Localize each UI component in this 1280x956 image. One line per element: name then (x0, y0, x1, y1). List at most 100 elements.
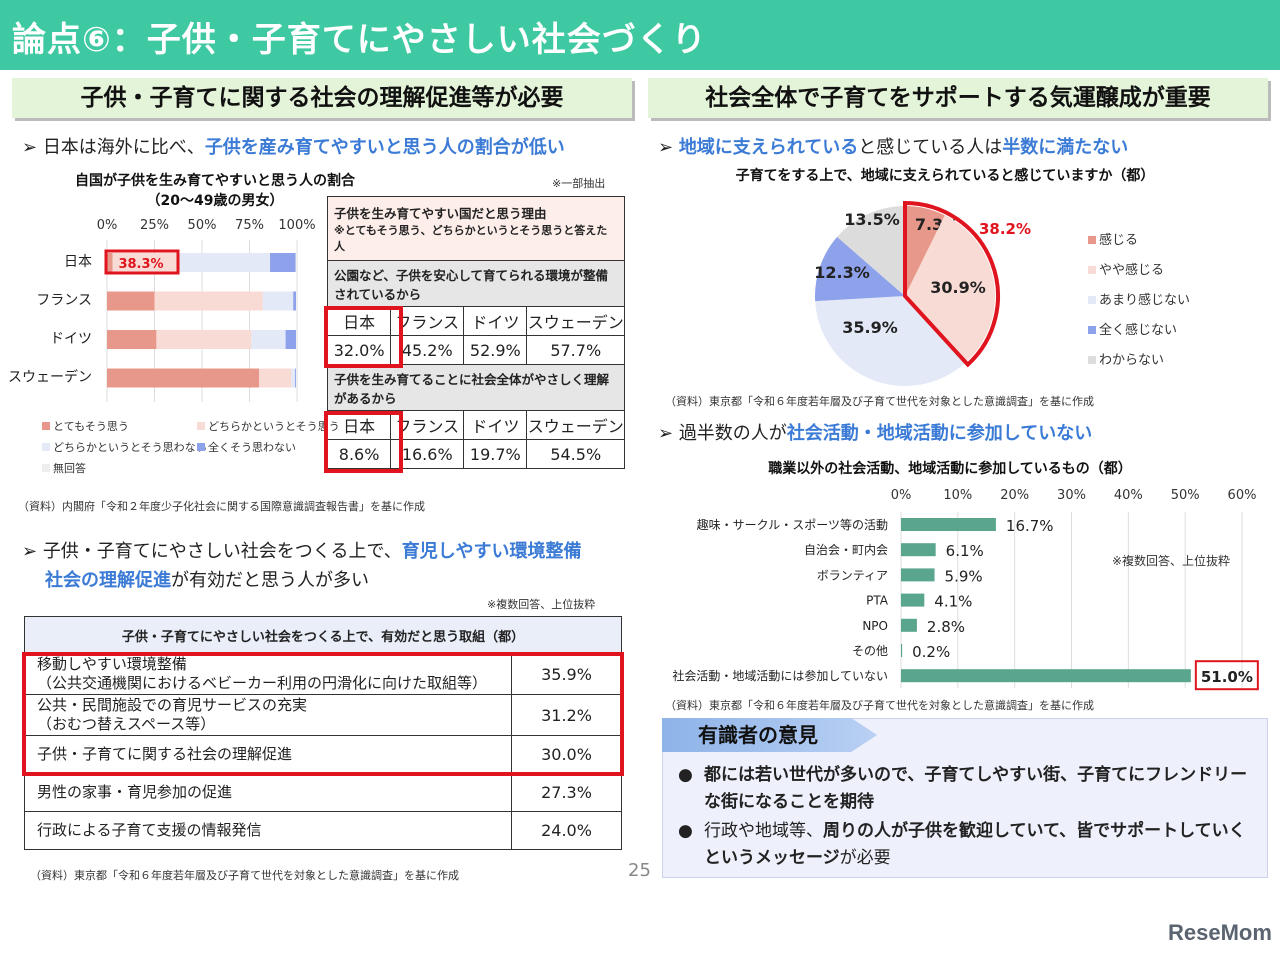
text: が必要 (839, 848, 891, 868)
bar-segment (295, 368, 297, 388)
category-label: PTA (866, 594, 889, 608)
resemom-logo: ReseMom (1168, 920, 1272, 945)
source-note: （資料）東京都「令和６年度若年層及び子育て世代を対象とした意識調査」を基に作成 (30, 869, 459, 882)
data-label: 5.9% (945, 567, 983, 585)
bar (901, 669, 1191, 683)
highlight-box (1194, 660, 1259, 691)
country: ドイツ (463, 306, 528, 336)
category-label: ボランティア (817, 568, 888, 582)
highlight-outline (903, 200, 1000, 368)
bar-segment (107, 253, 113, 272)
text: と感じている人は (858, 137, 1003, 158)
data-label: 16.7% (1006, 517, 1054, 535)
stacked-chart-legend: とてもそう思う どちらかというとそう思うどちらかというとそう思わない 全くそう思わな… (42, 418, 340, 476)
bar-segment (291, 368, 296, 388)
left-bullet-2-cont: や社会の理解促進が有効だと思う人が多い (45, 566, 369, 592)
category-label: 社会活動・地域活動には参加していない (672, 668, 888, 683)
legend-item: あまり感じない (1088, 289, 1190, 308)
highlight-box (22, 652, 624, 776)
highlight-text: 社会活動・地域活動に参加していない (786, 423, 1093, 444)
pie-chart: 7.3%30.9%35.9%12.3%13.5% 38.2% (814, 200, 1031, 386)
data-label: 4.1% (934, 593, 972, 611)
legend-item: どちらかというとそう思わない (42, 439, 207, 455)
bar-segment (296, 330, 297, 349)
measure-value: 31.2% (511, 694, 622, 736)
value: 19.7% (463, 439, 528, 469)
measure-value: 35.9% (511, 653, 622, 695)
page-number: 25 (628, 860, 651, 881)
legend-item: とてもそう思う (42, 418, 129, 434)
pie-slice (905, 215, 995, 363)
reasons-table: 子供を生み育てやすい国だと思う理由 ※とてもそう思う、どちらかというとそう思うと答… (326, 196, 625, 469)
source-note: （資料）東京都「令和６年度若年層及び子育て世代を対象とした意識調査」を基に作成 (665, 699, 1094, 712)
country: スウェーデン (526, 410, 625, 440)
bar-segment (107, 291, 155, 311)
legend-item: わからない (1088, 349, 1190, 368)
slide-header: 論点⑥：子供・子育てにやさしい社会づくり (0, 0, 1280, 70)
right-section-heading: 社会全体で子育てをサポートする気運醸成が重要 (648, 78, 1268, 118)
data-label: 0.2% (912, 643, 950, 661)
highlight-text: 社会の理解促進 (45, 570, 171, 591)
text: 子供・子育てにやさしい社会をつくる上で、 (42, 541, 402, 562)
reason-2: 子供を生み育てることに社会全体がやさしく理解があるから (327, 364, 625, 411)
pie-slice (837, 206, 905, 296)
legend-item: どちらかというとそう思う (197, 418, 340, 434)
measures-title: 子供・子育てにやさしい社会をつくる上で、有効だと思う取組（都） (24, 616, 622, 654)
pie-legend: 感じる やや感じる あまり感じない 全く感じない わからない (1088, 229, 1190, 379)
country: ドイツ (463, 410, 528, 440)
measure-value: 24.0% (511, 811, 622, 850)
category-label: その他 (852, 644, 888, 658)
value: 54.5% (526, 439, 625, 469)
value: 57.7% (526, 335, 625, 365)
category-label: 日本 (64, 254, 92, 270)
measure-label: 公共・民間施設での育児サービスの充実 （おむつ替えスペース等） (24, 694, 512, 736)
legend-item: 全くそう思わない (197, 439, 296, 455)
measure-label: 男性の家事・育児参加の促進 (24, 773, 512, 812)
highlight-label: 38.3% (118, 257, 163, 272)
stacked-chart-title: 自国が子供を生み育てやすいと思う人の割合（20～49歳の男女） (75, 173, 355, 209)
country: スウェーデン (526, 306, 625, 336)
bar (901, 568, 935, 582)
text: 過半数の人が (678, 423, 787, 444)
data-label: 2.8% (927, 618, 965, 636)
x-tick-label: 10% (943, 488, 972, 503)
bar-segment (270, 253, 296, 272)
text: 日本は海外に比べ、 (42, 137, 205, 158)
data-label: 51.0% (1201, 668, 1253, 686)
right-bullet-2: ➢ 過半数の人が社会活動・地域活動に参加していない (658, 423, 1093, 444)
bar-segment (107, 368, 259, 388)
multi-answer-note: ※複数回答、上位抜粋 (1112, 554, 1231, 568)
pie-slice (905, 206, 945, 296)
reason-1: 公園など、子供を安心して育てられる環境が整備されているから (327, 260, 625, 307)
bar-segment (285, 330, 297, 349)
measure-value: 27.3% (511, 773, 622, 812)
highlight-box (104, 249, 180, 275)
highlight-text: 育児しやすい環境整備 (401, 541, 582, 562)
legend-item: 無回答 (42, 460, 86, 476)
bar-segment (293, 291, 297, 311)
bar-segment (156, 330, 252, 349)
slice-label: 12.3% (814, 263, 870, 282)
category-label: フランス (36, 293, 92, 309)
legend-item: やや感じる (1088, 259, 1190, 278)
category-label: ドイツ (50, 331, 92, 347)
x-tick-label: 0% (97, 218, 118, 233)
bar (901, 618, 917, 632)
bar-segment (295, 253, 297, 272)
category-label: 自治会・町内会 (804, 543, 888, 557)
x-tick-label: 0% (891, 488, 912, 503)
left-bullet-2: ➢ 子供・子育てにやさしい社会をつくる上で、育児しやすい環境整備 社会の理解促進 (22, 541, 582, 562)
value: 8.6% (326, 439, 392, 469)
highlight-text: 半数に満たない (1002, 137, 1129, 158)
bar (901, 543, 936, 557)
measure-label: 行政による子育て支援の情報発信 (24, 811, 512, 850)
bar-segment (251, 330, 286, 349)
highlight-text: 地域に支えられている (678, 137, 859, 158)
partial-note: ※一部抽出 (552, 177, 606, 190)
bar (901, 518, 996, 531)
pie-chart-title: 子育てをする上で、地域に支えられていると感じていますか（都） (735, 168, 1155, 184)
x-tick-label: 30% (1057, 488, 1086, 503)
x-tick-label: 100% (278, 218, 315, 233)
text: 行政や地域等、 (704, 821, 823, 841)
category-label: 趣味・サークル・スポーツ等の活動 (697, 517, 888, 532)
